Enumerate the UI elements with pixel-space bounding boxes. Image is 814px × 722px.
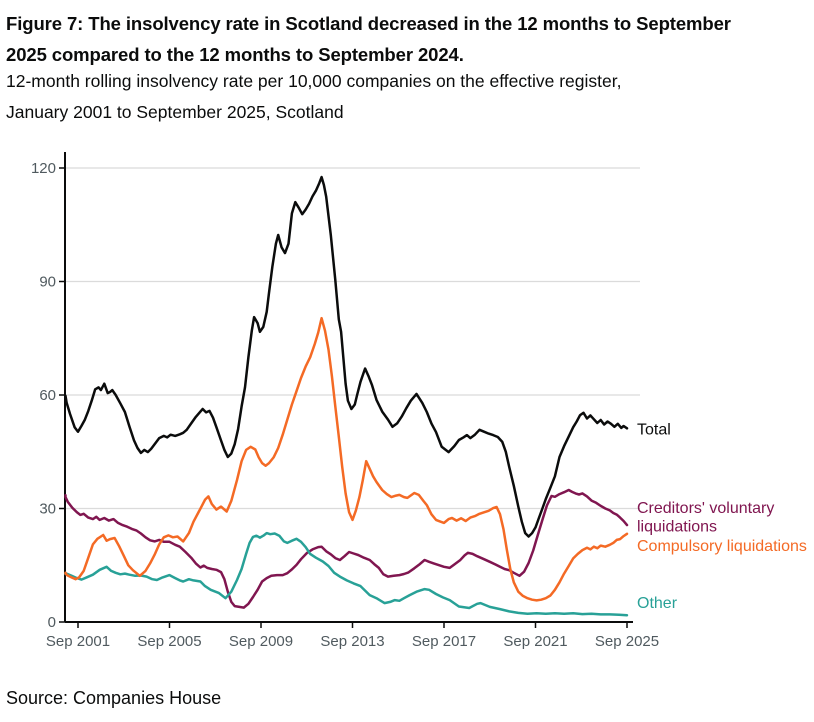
series-label-compulsory-liquidations: Compulsory liquidations [637, 538, 807, 555]
figure-subtitle: 12-month rolling insolvency rate per 10,… [6, 66, 621, 128]
figure-title: Figure 7: The insolvency rate in Scotlan… [6, 8, 731, 70]
series-label-total: Total [637, 421, 671, 438]
y-tick-label: 120 [31, 160, 56, 177]
series-label-creditors-voluntary-liquidations: liquidations [637, 519, 717, 536]
line-chart: 0 30 60 90 120 Sep 2001 Sep 2005 Sep 2009 Sep 20… [0, 140, 814, 670]
x-tick-label: Sep 2025 [595, 633, 659, 650]
series-line-compulsory-liquidations [64, 316, 629, 602]
figure-title-line-1: Figure 7: The insolvency rate in Scotlan… [6, 13, 731, 34]
y-tick-label: 60 [39, 387, 56, 404]
series-label-other: Other [637, 595, 678, 612]
series-line-other [64, 531, 629, 617]
chart-svg: 0 30 60 90 120 Sep 2001 Sep 2005 Sep 2009 Sep 20… [31, 152, 807, 650]
figure-title-line-2: 2025 compared to the 12 months to Septem… [6, 44, 464, 65]
figure-subtitle-line-1: 12-month rolling insolvency rate per 10,… [6, 71, 622, 91]
y-tick-label: 0 [48, 614, 56, 631]
series-line-creditors-voluntary-liquidations [64, 488, 629, 609]
y-tick-label: 90 [39, 274, 56, 291]
x-tick-label: Sep 2001 [46, 633, 110, 650]
series-label-creditors-voluntary-liquidations: Creditors' voluntary [637, 500, 774, 517]
x-tick-label: Sep 2021 [503, 633, 567, 650]
figure-subtitle-line-2: January 2001 to September 2025, Scotland [6, 102, 344, 122]
x-tick-label: Sep 2013 [320, 633, 384, 650]
source-note: Source: Companies House [6, 688, 222, 708]
y-tick-label: 30 [39, 501, 56, 518]
x-tick-label: Sep 2009 [229, 633, 293, 650]
x-tick-label: Sep 2017 [412, 633, 476, 650]
series-line-total [64, 175, 629, 538]
x-tick-label: Sep 2005 [137, 633, 201, 650]
